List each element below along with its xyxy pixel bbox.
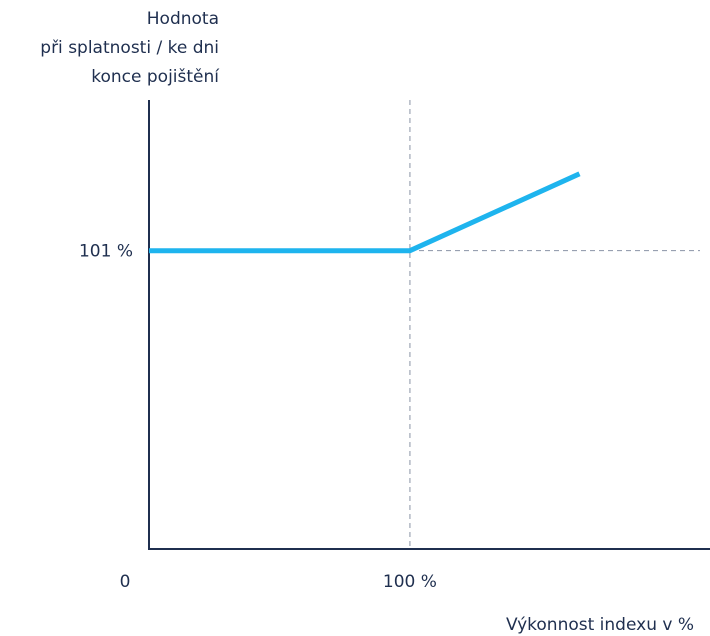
series-layer bbox=[149, 171, 581, 254]
y-axis-title: Hodnota při splatnosti / ke dni konce po… bbox=[40, 9, 220, 87]
y-axis-label-line-1: Hodnota bbox=[147, 9, 219, 29]
y-tick-label-1: 101 % bbox=[79, 242, 133, 262]
x-tick-label-1: 100 % bbox=[383, 572, 437, 592]
y-axis-label-line-2: při splatnosti / ke dni bbox=[40, 38, 219, 58]
x-axis-label: Výkonnost indexu v % bbox=[506, 615, 694, 635]
tick-labels: 101 % 100 % bbox=[79, 242, 437, 592]
series-line-1 bbox=[149, 171, 581, 254]
y-axis-label-line-3: konce pojištění bbox=[91, 67, 220, 87]
axes bbox=[148, 100, 710, 550]
x-origin-label: 0 bbox=[120, 572, 131, 592]
reference-guides bbox=[149, 100, 700, 549]
